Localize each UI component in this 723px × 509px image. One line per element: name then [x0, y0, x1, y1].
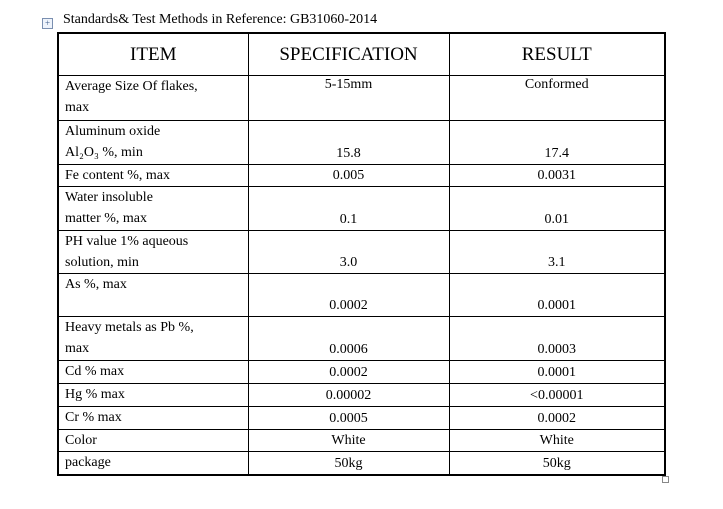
- item-cell: Water insoluble matter %, max: [57, 186, 249, 231]
- specification-cell: White: [247, 429, 450, 452]
- specification-cell: 0.005: [247, 164, 450, 187]
- item-cell: Average Size Of flakes, max: [57, 75, 249, 121]
- specification-cell: 3.0: [247, 230, 450, 274]
- header-cell: ITEM: [57, 32, 249, 76]
- resize-handle[interactable]: [662, 476, 669, 483]
- specification-cell: 0.0006: [247, 316, 450, 361]
- item-cell: Hg % max: [57, 383, 249, 407]
- item-text: package: [65, 455, 111, 470]
- item-text: Fe content %, max: [65, 168, 170, 183]
- result-cell: 0.0031: [448, 164, 666, 187]
- table-move-handle[interactable]: +: [42, 18, 53, 29]
- item-cell: Color: [57, 429, 249, 452]
- table-row: PH value 1% aqueous solution, min 3.0 3.1: [57, 230, 666, 274]
- specification-cell: 0.0002: [247, 360, 450, 384]
- item-text: Cr % max: [65, 410, 122, 425]
- item-cell: Cd % max: [57, 360, 249, 384]
- table-row: Fe content %, max 0.005 0.0031: [57, 164, 666, 187]
- item-text: Water insoluble: [65, 190, 153, 205]
- table-row: Cd % max 0.0002 0.0001: [57, 360, 666, 384]
- item-text: matter %, max: [65, 211, 148, 226]
- table-row: Heavy metals as Pb %, max 0.0006 0.0003: [57, 316, 666, 361]
- spec-table: ITEM SPECIFICATION RESULT Average Size O…: [57, 32, 666, 476]
- item-text: PH value 1% aqueous: [65, 234, 189, 249]
- header-cell: SPECIFICATION: [247, 32, 450, 76]
- result-cell: <0.00001: [448, 383, 666, 407]
- table-row: Color White White: [57, 429, 666, 452]
- result-cell: 0.01: [448, 186, 666, 231]
- item-cell: As %, max: [57, 273, 249, 317]
- item-text: Heavy metals as Pb %,: [65, 320, 194, 335]
- item-text: Cd % max: [65, 364, 125, 379]
- table-body: Average Size Of flakes, max 5-15mm Conforme…: [57, 75, 666, 475]
- result-cell: White: [448, 429, 666, 452]
- result-cell: 0.0003: [448, 316, 666, 361]
- item-cell: PH value 1% aqueous solution, min: [57, 230, 249, 274]
- specification-cell: 0.0005: [247, 406, 450, 430]
- table-row: Cr % max 0.0005 0.0002: [57, 406, 666, 430]
- specification-cell: 0.1: [247, 186, 450, 231]
- item-text: Color: [65, 433, 97, 448]
- item-cell: Fe content %, max: [57, 164, 249, 187]
- specification-cell: 5-15mm: [247, 75, 450, 121]
- item-text: solution, min: [65, 255, 139, 270]
- table-row: Average Size Of flakes, max 5-15mm Conforme…: [57, 75, 666, 121]
- result-cell: 0.0001: [448, 360, 666, 384]
- result-cell: 0.0001: [448, 273, 666, 317]
- item-text: max: [65, 100, 90, 115]
- result-cell: 0.0002: [448, 406, 666, 430]
- item-text: As %, max: [65, 277, 127, 292]
- table-row: Hg % max 0.00002 <0.00001: [57, 383, 666, 407]
- item-text: max: [65, 341, 90, 356]
- table-row: As %, max 0.0002 0.0001: [57, 273, 666, 317]
- header-cell: RESULT: [448, 32, 666, 76]
- item-cell: Aluminum oxide Al₂O₃ %, min: [57, 120, 249, 165]
- item-cell: Heavy metals as Pb %, max: [57, 316, 249, 361]
- specification-cell: 0.00002: [247, 383, 450, 407]
- table-row: package 50kg 50kg: [57, 451, 666, 475]
- caption: Standards& Test Methods in Reference: GB…: [63, 12, 378, 27]
- item-text: Al₂O₃ %, min: [65, 145, 143, 160]
- item-cell: package: [57, 451, 249, 475]
- header-row: ITEM SPECIFICATION RESULT: [57, 32, 666, 76]
- item-text: Hg % max: [65, 387, 125, 402]
- specification-cell: 0.0002: [247, 273, 450, 317]
- table-row: Aluminum oxide Al₂O₃ %, min 15.8 17.4: [57, 120, 666, 165]
- result-cell: 50kg: [448, 451, 666, 475]
- item-text: Average Size Of flakes,: [65, 79, 198, 94]
- specification-cell: 50kg: [247, 451, 450, 475]
- result-cell: Conformed: [448, 75, 666, 121]
- specification-cell: 15.8: [247, 120, 450, 165]
- result-cell: 17.4: [448, 120, 666, 165]
- item-text: Aluminum oxide: [65, 124, 161, 139]
- table-row: Water insoluble matter %, max 0.1 0.01: [57, 186, 666, 231]
- result-cell: 3.1: [448, 230, 666, 274]
- item-cell: Cr % max: [57, 406, 249, 430]
